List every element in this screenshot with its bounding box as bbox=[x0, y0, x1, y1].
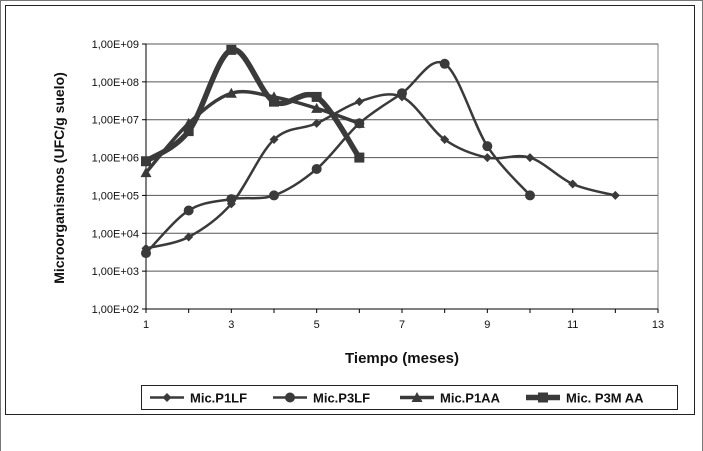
legend: Mic.P1LF Mic.P3LF Mic.P1AA Mic. P3M AA bbox=[150, 391, 644, 406]
legend-label: Mic.P1AA bbox=[440, 391, 501, 406]
legend-item: Mic.P1AA bbox=[400, 391, 501, 406]
legend-label: Mic.P3LF bbox=[313, 391, 370, 406]
data-point bbox=[141, 248, 151, 259]
legend-marker bbox=[285, 392, 295, 403]
x-axis-label: Tiempo (meses) bbox=[345, 350, 459, 367]
data-point bbox=[226, 194, 237, 205]
y-tick-label: 1,00E+07 bbox=[92, 115, 139, 127]
series-layer bbox=[140, 44, 620, 259]
data-point bbox=[183, 205, 194, 216]
x-tick-label: 5 bbox=[314, 319, 320, 331]
data-point bbox=[183, 126, 194, 137]
data-point bbox=[269, 190, 279, 201]
data-point bbox=[312, 118, 322, 128]
data-point bbox=[141, 156, 151, 167]
y-tick-label: 1,00E+04 bbox=[92, 228, 139, 240]
data-point bbox=[354, 152, 365, 163]
y-tick-label: 1,00E+02 bbox=[92, 304, 139, 316]
y-tick-label: 1,00E+03 bbox=[92, 266, 139, 278]
series-line bbox=[144, 60, 532, 255]
plot-area bbox=[145, 43, 659, 310]
data-point bbox=[354, 97, 364, 107]
y-tick-label: 1,00E+08 bbox=[92, 77, 139, 89]
x-tick-label: 3 bbox=[228, 319, 234, 331]
data-point bbox=[610, 190, 620, 200]
data-point bbox=[440, 135, 450, 145]
y-tick-label: 1,00E+09 bbox=[92, 39, 139, 51]
x-tick-label: 7 bbox=[399, 319, 405, 331]
data-point bbox=[184, 232, 194, 242]
y-tick-label: 1,00E+06 bbox=[92, 153, 139, 165]
y-axis-label: Microorganismos (UFC/g suelo) bbox=[51, 72, 67, 284]
legend-item: Mic.P3LF bbox=[273, 391, 370, 406]
data-point bbox=[269, 96, 279, 107]
data-point bbox=[482, 153, 492, 163]
data-point bbox=[269, 135, 279, 145]
legend-item: Mic.P1LF bbox=[150, 391, 247, 406]
legend-marker bbox=[538, 392, 548, 403]
data-point bbox=[226, 44, 237, 55]
legend-item: Mic. P3M AA bbox=[526, 391, 644, 406]
data-point bbox=[397, 88, 407, 99]
series-2 bbox=[141, 58, 535, 259]
series-4 bbox=[141, 44, 365, 167]
x-tick-label: 9 bbox=[484, 319, 490, 331]
data-point bbox=[140, 167, 152, 178]
y-tick-label: 1,00E+05 bbox=[92, 190, 139, 202]
x-tick-label: 1 bbox=[143, 319, 149, 331]
legend-marker bbox=[411, 392, 423, 402]
data-point bbox=[311, 163, 322, 174]
data-point bbox=[525, 153, 535, 163]
x-tick-label: 11 bbox=[567, 319, 578, 331]
data-point bbox=[568, 179, 578, 189]
data-point bbox=[482, 141, 493, 152]
data-point bbox=[353, 117, 365, 128]
data-point bbox=[225, 87, 237, 98]
data-point bbox=[311, 91, 322, 102]
legend-label: Mic. P3M AA bbox=[566, 391, 644, 406]
data-point bbox=[439, 58, 450, 69]
data-point bbox=[311, 102, 323, 113]
data-point bbox=[525, 190, 535, 201]
x-tick-label: 13 bbox=[652, 319, 664, 331]
axis-ticks: 1,00E+02 1,00E+03 1,00E+04 1,00E+05 1,00E+06… bbox=[92, 39, 665, 331]
legend-label: Mic.P1LF bbox=[190, 391, 247, 406]
legend-marker bbox=[162, 393, 172, 402]
